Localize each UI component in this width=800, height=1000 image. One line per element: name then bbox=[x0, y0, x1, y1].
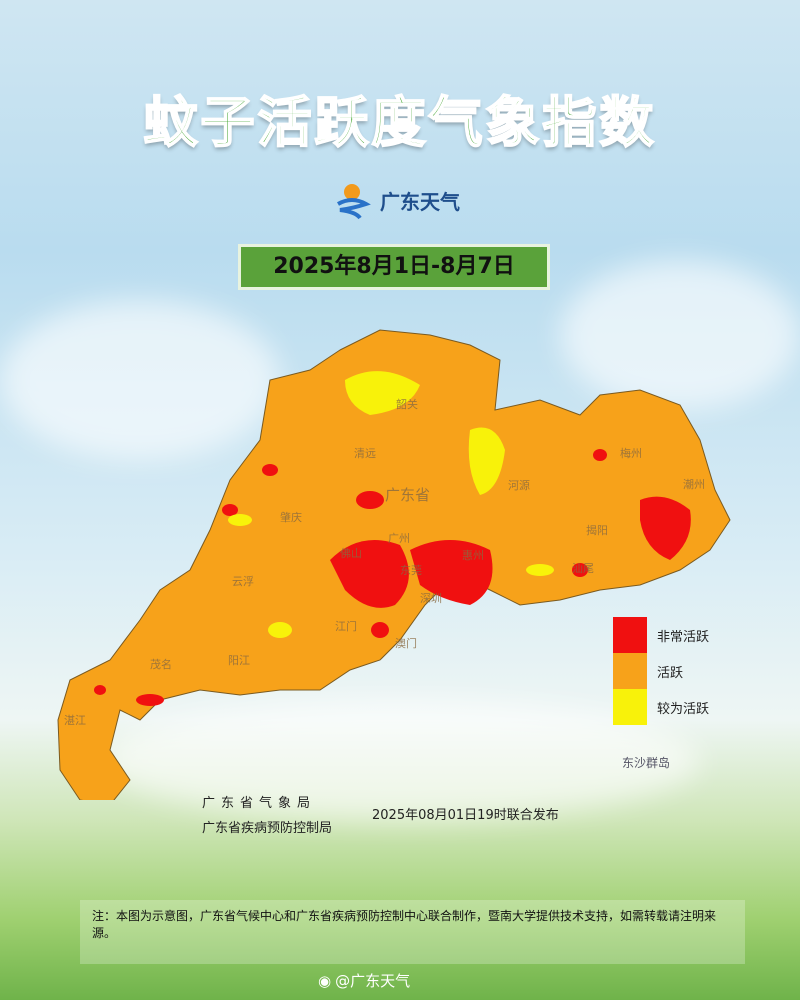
city-label: 广东省 bbox=[385, 486, 431, 504]
weibo-icon: ◉ bbox=[318, 971, 332, 990]
legend-swatch bbox=[613, 689, 647, 725]
city-label: 东莞 bbox=[400, 564, 422, 577]
cloud bbox=[100, 700, 700, 820]
city-label: 清远 bbox=[354, 447, 376, 460]
city-label: 深圳 bbox=[420, 592, 442, 605]
poster-title: 蚊子活跃度气象指数 bbox=[143, 90, 657, 155]
city-label: 韶关 bbox=[396, 398, 418, 411]
legend-swatch bbox=[613, 617, 647, 653]
weibo-watermark: ◉ @广东天气 bbox=[318, 970, 410, 991]
city-label: 云浮 bbox=[232, 575, 254, 588]
city-label: 惠州 bbox=[462, 549, 484, 562]
city-label: 澳门 bbox=[395, 637, 417, 650]
city-label: 江门 bbox=[335, 620, 357, 633]
legend-item-somewhat-active: 较为活跃 bbox=[613, 689, 709, 725]
somewhat-active-areas bbox=[228, 371, 554, 638]
legend-item-active: 活跃 bbox=[613, 653, 709, 689]
legend-label: 活跃 bbox=[657, 665, 684, 681]
footnote: 注：本图为示意图，广东省气候中心和广东省疾病预防控制中心联合制作，暨南大学提供技… bbox=[92, 909, 717, 940]
cloud bbox=[560, 260, 800, 410]
city-label: 茂名 bbox=[150, 658, 172, 671]
city-label: 肇庆 bbox=[280, 511, 302, 524]
agency-meteorological: 广东省气象局 bbox=[202, 796, 317, 811]
legend-label: 较为活跃 bbox=[657, 701, 710, 717]
release-time: 2025年08月01日19时联合发布 bbox=[372, 808, 559, 823]
legend-item-very-active: 非常活跃 bbox=[613, 617, 709, 653]
weibo-handle: @广东天气 bbox=[335, 972, 411, 990]
city-label: 汕尾 bbox=[572, 562, 594, 575]
map-legend: 非常活跃 活跃 较为活跃 bbox=[613, 617, 709, 725]
logo: 广东天气 bbox=[330, 178, 460, 222]
city-label: 湛江 bbox=[64, 714, 86, 727]
city-label: 佛山 bbox=[340, 547, 362, 560]
guangdong-map bbox=[57, 329, 731, 800]
legend-swatch bbox=[613, 653, 647, 689]
very-active-areas bbox=[94, 449, 691, 706]
city-label: 阳江 bbox=[228, 654, 250, 667]
logo-text: 广东天气 bbox=[380, 189, 460, 214]
date-range: 2025年8月1日-8月7日 bbox=[238, 244, 550, 290]
agency-disease-control: 广东省疾病预防控制局 bbox=[202, 821, 333, 836]
city-label: 梅州 bbox=[620, 447, 642, 460]
city-label: 河源 bbox=[508, 479, 530, 492]
cloud bbox=[0, 300, 280, 460]
dongsha-islands-label: 东沙群岛 bbox=[622, 756, 671, 770]
city-label: 潮州 bbox=[683, 478, 705, 491]
city-label: 广州 bbox=[388, 532, 410, 545]
sun-logo-icon bbox=[330, 178, 374, 222]
note-box bbox=[80, 900, 745, 964]
legend-label: 非常活跃 bbox=[657, 629, 710, 645]
city-label: 揭阳 bbox=[586, 524, 608, 537]
